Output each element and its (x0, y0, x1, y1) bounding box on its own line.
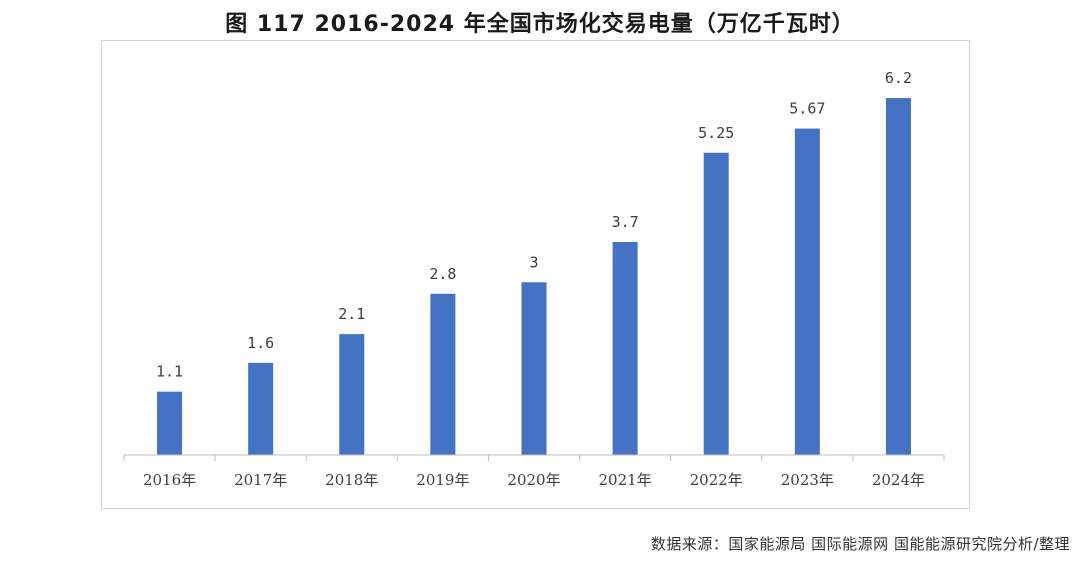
x-tick-label: 2019年 (416, 471, 469, 489)
value-label: 2.8 (429, 265, 456, 283)
x-tick-label: 2024年 (872, 471, 925, 489)
value-label: 2.1 (338, 305, 365, 323)
bar-2021年 (612, 241, 638, 455)
bar-2023年 (794, 128, 820, 455)
value-label: 1.1 (156, 363, 183, 381)
bar-2022年 (703, 152, 729, 455)
bar-2020年 (521, 282, 547, 455)
value-labels-layer: 1.1 1.6 2.1 2.8 3 3.7 5.25 5.67 6.2 (156, 69, 912, 381)
x-tick-labels-layer: 2016年 2017年 2018年 2019年 2020年 2021年 2022年 2023年… (143, 471, 925, 489)
x-tick-label: 2018年 (325, 471, 378, 489)
x-tick-label: 2021年 (599, 471, 652, 489)
bars-layer (157, 98, 911, 455)
x-tick-label: 2017年 (234, 471, 287, 489)
chart-title: 图 117 2016-2024 年全国市场化交易电量（万亿千瓦时） (225, 12, 855, 37)
value-label: 3 (529, 253, 538, 271)
value-label: 1.6 (247, 334, 274, 352)
bar-2016年 (157, 391, 183, 455)
x-axis (123, 454, 945, 461)
value-label: 3.7 (612, 213, 639, 231)
bar-2019年 (430, 293, 456, 455)
bar-2018年 (339, 334, 365, 455)
value-label: 6.2 (885, 69, 912, 87)
x-tick-label: 2022年 (690, 471, 743, 489)
x-tick-label: 2023年 (781, 471, 834, 489)
value-label: 5.67 (789, 100, 825, 118)
value-label: 5.25 (698, 124, 734, 142)
bar-2024年 (885, 98, 911, 455)
bar-2017年 (248, 362, 274, 455)
x-tick-label: 2020年 (507, 471, 560, 489)
x-tick-label: 2016年 (143, 471, 196, 489)
data-source-note: 数据来源：国家能源局 国际能源网 国能能源研究院分析/整理 (650, 535, 1070, 553)
